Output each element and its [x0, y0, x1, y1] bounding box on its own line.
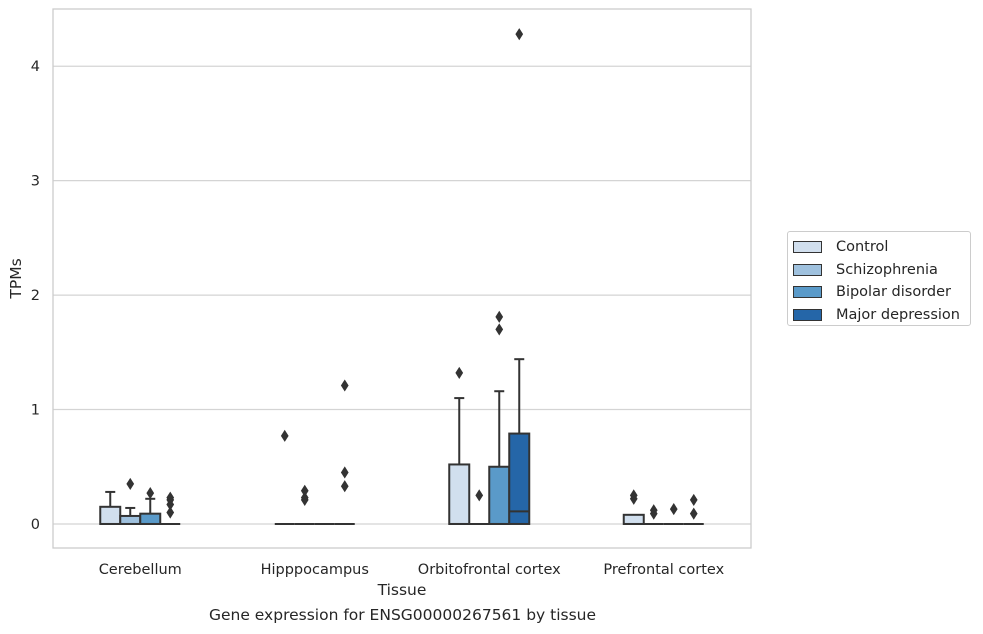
outlier-point — [300, 484, 309, 497]
legend-item: Bipolar disorder — [793, 281, 970, 304]
box-group — [508, 28, 531, 525]
box-group — [683, 493, 704, 525]
plot-frame — [52, 8, 752, 549]
legend-swatch — [793, 286, 822, 299]
box-group — [622, 489, 645, 525]
box-group — [663, 503, 684, 525]
x-tick-label: Cerebellum — [99, 562, 182, 578]
legend-swatch — [793, 263, 822, 276]
outlier-point — [475, 489, 484, 502]
box — [99, 505, 122, 525]
box — [488, 465, 511, 525]
outlier-point — [280, 429, 289, 442]
legend-item: Major depression — [793, 304, 970, 327]
x-tick-label: Orbitofrontal cortex — [418, 562, 561, 578]
outlier-point — [126, 477, 135, 490]
x-axis-label: Tissue — [377, 581, 427, 599]
box — [139, 512, 162, 525]
box — [448, 463, 471, 525]
legend-swatch — [793, 308, 822, 321]
outlier-point — [455, 366, 464, 379]
legend-swatch — [793, 241, 822, 254]
box-group — [119, 477, 142, 525]
y-tick-label: 4 — [31, 59, 40, 75]
outlier-point — [300, 491, 309, 504]
box — [119, 514, 142, 525]
box-group — [643, 504, 664, 525]
box-group — [160, 491, 181, 525]
y-tick-label: 3 — [31, 174, 40, 190]
box-group — [469, 489, 490, 525]
outlier-point — [689, 507, 698, 520]
box-group — [448, 366, 471, 525]
x-tick-label: Prefrontal cortex — [603, 562, 724, 578]
outlier-point — [629, 489, 638, 502]
box-group — [294, 484, 315, 525]
box-plot-marks — [99, 28, 704, 525]
box-group — [334, 379, 355, 525]
legend-label: Major depression — [836, 306, 960, 323]
outlier-point — [495, 323, 504, 336]
outlier-point — [146, 487, 155, 500]
grid-lines — [53, 65, 751, 525]
y-axis-label: TPMs — [7, 258, 25, 299]
outlier-point — [669, 503, 678, 516]
legend: Control Schizophrenia Bipolar disorder Majo… — [787, 231, 971, 326]
x-tick-label: Hipppocampus — [261, 562, 369, 578]
box-group — [488, 310, 511, 525]
outlier-point — [340, 466, 349, 479]
box-group — [99, 490, 122, 525]
legend-label: Bipolar disorder — [836, 284, 951, 301]
outlier-point — [649, 504, 658, 517]
legend-label: Control — [836, 239, 889, 256]
y-tick-label: 0 — [31, 517, 40, 533]
outlier-point — [166, 491, 175, 504]
outlier-point — [495, 310, 504, 323]
legend-item: Schizophrenia — [793, 259, 970, 282]
outlier-point — [166, 506, 175, 519]
outlier-point — [689, 493, 698, 506]
box — [508, 432, 531, 525]
box — [622, 513, 645, 525]
box-group — [139, 487, 162, 525]
box-group — [274, 429, 295, 525]
y-tick-label: 1 — [31, 403, 40, 419]
legend-item: Control — [793, 236, 970, 259]
tick-labels: 0 1 2 3 4 Cerebellum Hipppocampus Orbitofrontal… — [31, 59, 725, 578]
outlier-point — [340, 480, 349, 493]
y-tick-label: 2 — [31, 288, 40, 304]
outlier-point — [515, 28, 524, 41]
chart-caption: Gene expression for ENSG00000267561 by t… — [208, 606, 597, 624]
outlier-point — [340, 379, 349, 392]
legend-label: Schizophrenia — [836, 261, 938, 278]
